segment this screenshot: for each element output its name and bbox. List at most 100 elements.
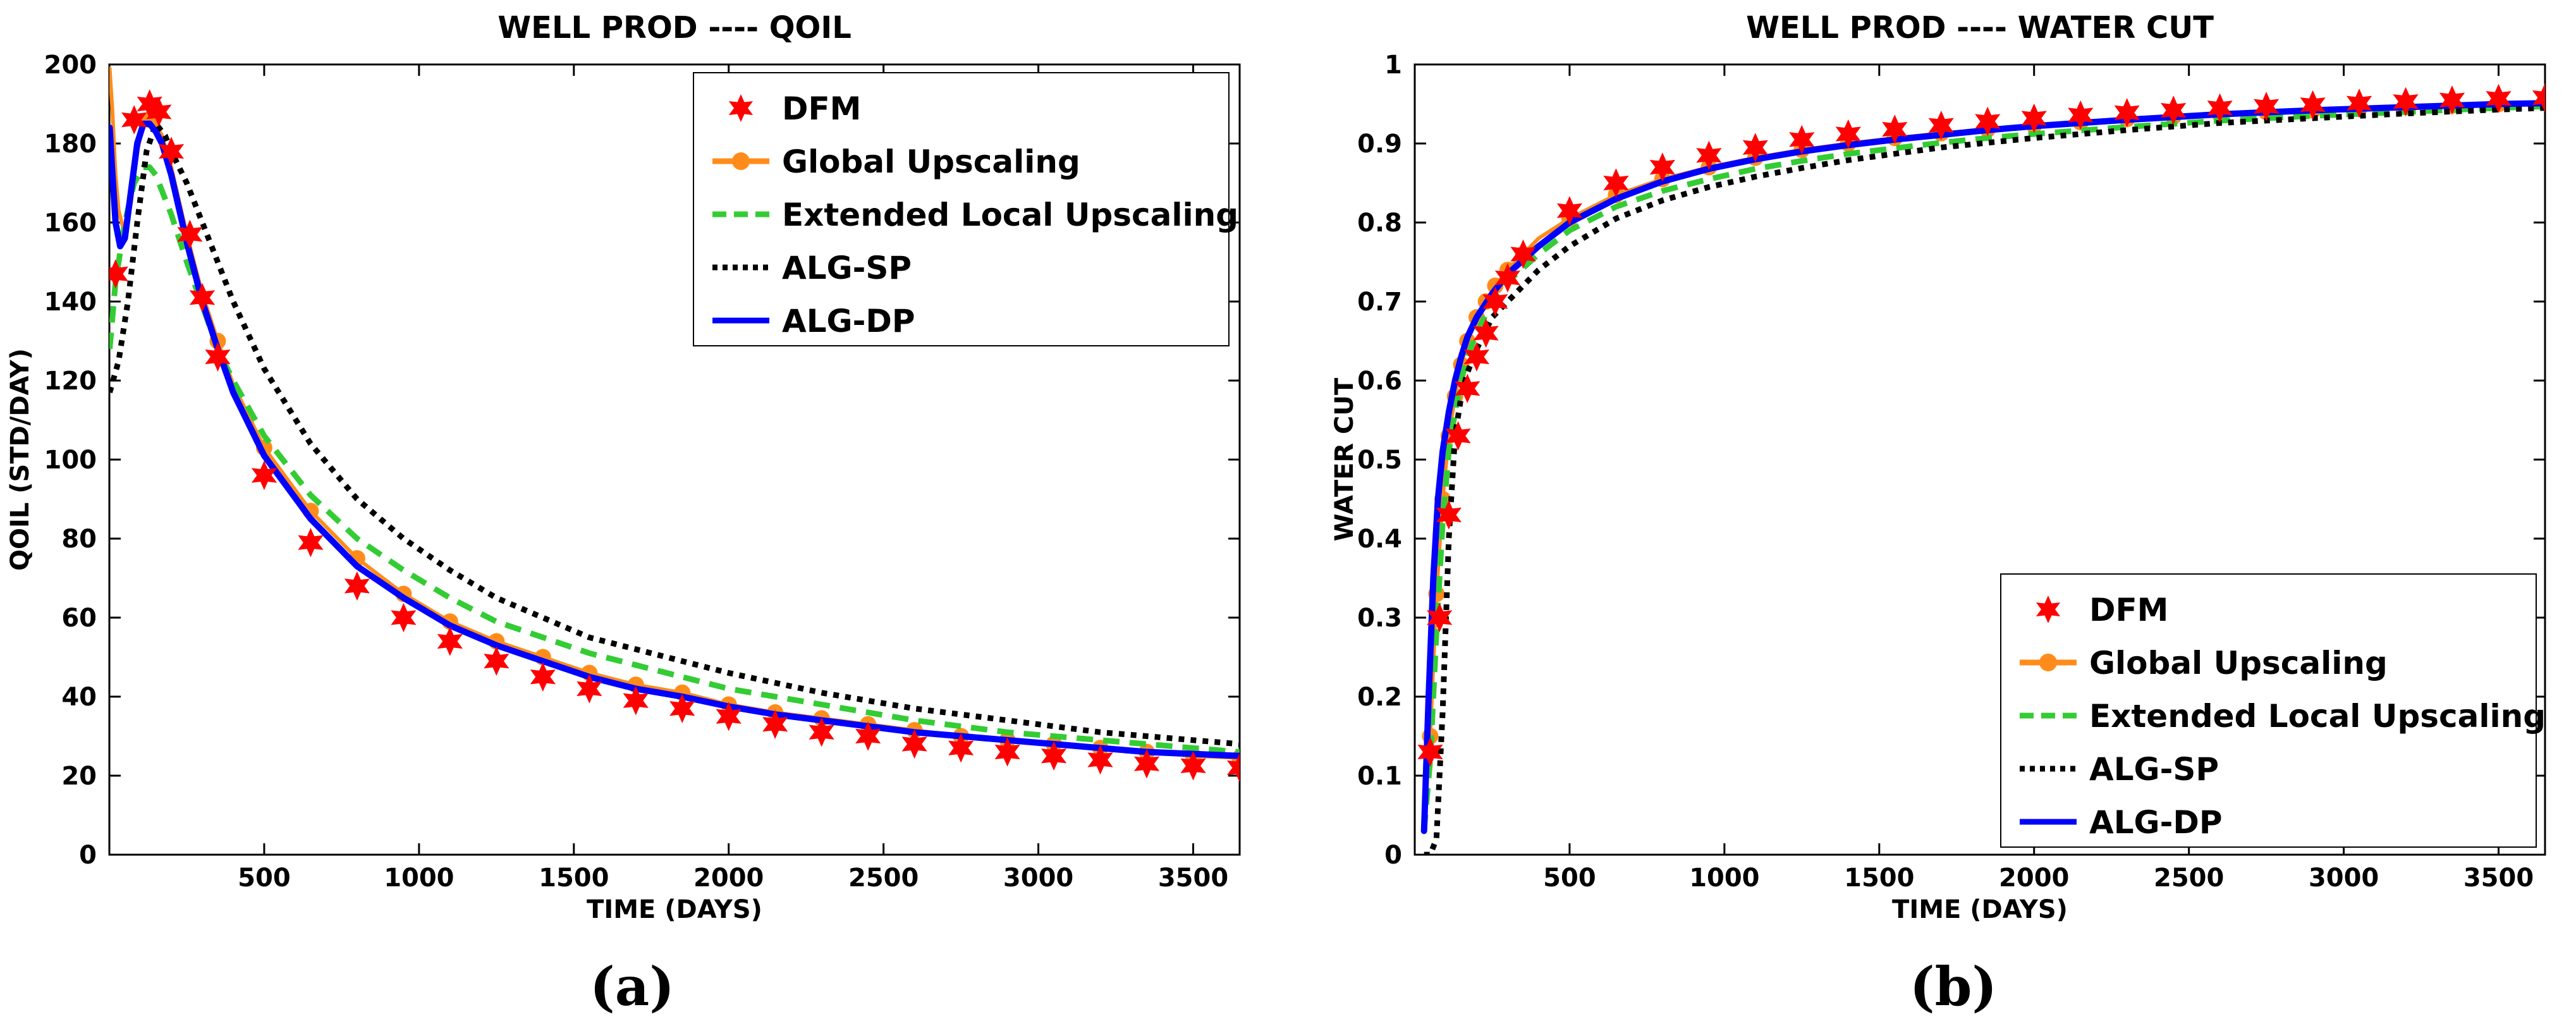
chart-title: WELL PROD ---- WATER CUT: [1746, 10, 2214, 46]
dfm-marker: [1742, 133, 1768, 162]
legend: DFM Global Upscaling Extended Local Upscal…: [2000, 573, 2546, 848]
plot-area: [1417, 83, 2545, 855]
legend: DFM Global Upscaling Extended Local Upscal…: [693, 72, 1238, 346]
legend-label: DFM: [2089, 592, 2168, 628]
y-tick-label: 160: [44, 209, 97, 238]
y-tick-label: 0.6: [1357, 367, 1402, 396]
dfm-marker: [1882, 114, 1908, 144]
dfm-marker: [1696, 140, 1722, 171]
y-tick-label: 60: [61, 604, 97, 633]
dfm-marker: [1427, 602, 1453, 633]
y-tick-label: 0.1: [1357, 762, 1402, 791]
legend-label: Extended Local Upscaling: [782, 197, 1238, 233]
legend-label: Global Upscaling: [2089, 645, 2388, 681]
dfm-marker: [2207, 93, 2233, 123]
legend-dfm-marker: [728, 94, 754, 122]
dfm-marker: [1226, 753, 1240, 783]
y-tick-label: 100: [44, 446, 97, 475]
y-tick-label: 40: [61, 683, 97, 712]
x-tick-label: 3000: [1003, 864, 1073, 893]
dfm-marker: [994, 737, 1020, 767]
x-tick-label: 3000: [2309, 864, 2379, 893]
alg-sp-line: [1424, 105, 2545, 855]
dfm-marker: [669, 693, 695, 724]
dfm-marker: [344, 571, 370, 601]
dfm-marker: [1494, 263, 1521, 293]
dfm-marker: [1556, 196, 1583, 226]
legend-label: DFM: [782, 90, 861, 127]
legend-label: ALG-DP: [2089, 804, 2223, 841]
dfm-marker: [205, 342, 231, 372]
dfm-marker: [2161, 95, 2187, 125]
dfm-marker: [1975, 106, 2001, 137]
dfm-marker: [1928, 111, 1954, 140]
dfm-marker: [623, 686, 649, 716]
legend-label: ALG-SP: [782, 250, 912, 286]
dfm-marker: [1417, 737, 1443, 767]
x-tick-label: 2000: [1999, 864, 2069, 893]
dfm-marker: [577, 674, 602, 704]
y-tick-label: 80: [61, 525, 97, 554]
y-tick-label: 0.3: [1357, 604, 1402, 633]
legend-dfm-marker: [2036, 595, 2061, 623]
dfm-marker: [1463, 342, 1490, 372]
alg-sp-line: [109, 121, 1240, 747]
chart-b: WELL PROD ---- WATER CUT 500 1000 1500 2000 2…: [1330, 10, 2546, 1018]
dfm-marker: [158, 137, 185, 166]
alg-dp-line: [109, 120, 1240, 759]
y-tick-label: 120: [44, 367, 97, 396]
x-tick-label: 1000: [1689, 864, 1759, 893]
dfm-marker: [1445, 421, 1471, 451]
dfm-marker: [2300, 90, 2326, 120]
plot-area: [109, 66, 1240, 783]
y-tick-label: 0: [1384, 841, 1402, 870]
dfm-marker: [2486, 83, 2512, 114]
y-tick-label: 20: [61, 762, 97, 791]
dfm-marker: [1789, 125, 1815, 155]
y-tick-label: 0.9: [1357, 130, 1402, 159]
legend-box: [2000, 573, 2537, 848]
y-tick-label: 0.5: [1357, 446, 1402, 475]
panel-label: (a): [590, 955, 675, 1018]
dfm-marker: [298, 528, 324, 558]
dfm-marker: [855, 721, 881, 751]
x-tick-label: 1500: [539, 864, 609, 893]
dfm-marker: [762, 709, 788, 740]
y-tick-label: 140: [44, 288, 97, 317]
legend-label: ALG-SP: [2089, 751, 2219, 788]
alg-dp-line: [1420, 100, 2545, 834]
dfm-marker: [716, 702, 742, 731]
dfm-marker: [1482, 286, 1508, 317]
dfm-marker: [2068, 100, 2094, 130]
extended-local-upscaling-line: [109, 164, 1240, 755]
dfm-marker: [121, 105, 147, 135]
dfm-marker: [1835, 119, 1861, 149]
dfm-marker: [948, 733, 974, 763]
x-tick-label: 500: [238, 864, 291, 893]
y-tick-label: 0: [79, 841, 97, 870]
x-tick-label: 1000: [384, 864, 454, 893]
y-tick-label: 0.8: [1357, 209, 1402, 238]
dfm-marker: [251, 460, 278, 491]
x-axis-label: TIME (DAYS): [1892, 895, 2068, 924]
dfm-marker: [809, 718, 834, 747]
y-axis-label: QOIL (STD/DAY): [6, 348, 35, 571]
dfm-marker: [2254, 92, 2280, 121]
dfm-marker: [1180, 751, 1206, 781]
dfm-marker: [2439, 85, 2465, 115]
y-tick-label: 0.4: [1357, 525, 1402, 554]
dfm-marker: [1133, 749, 1160, 779]
panel-label: (b): [1910, 955, 1997, 1018]
dfm-marker: [1473, 318, 1499, 348]
dfm-marker: [1510, 239, 1536, 269]
chart-title: WELL PROD ---- QOIL: [497, 10, 852, 46]
y-tick-label: 0.7: [1357, 288, 1402, 317]
dfm-marker: [109, 259, 128, 289]
y-axis-label: WATER CUT: [1330, 377, 1359, 541]
dfm-marker: [2021, 103, 2047, 133]
legend-label: ALG-DP: [782, 303, 915, 339]
x-tick-label: 2000: [693, 864, 764, 893]
